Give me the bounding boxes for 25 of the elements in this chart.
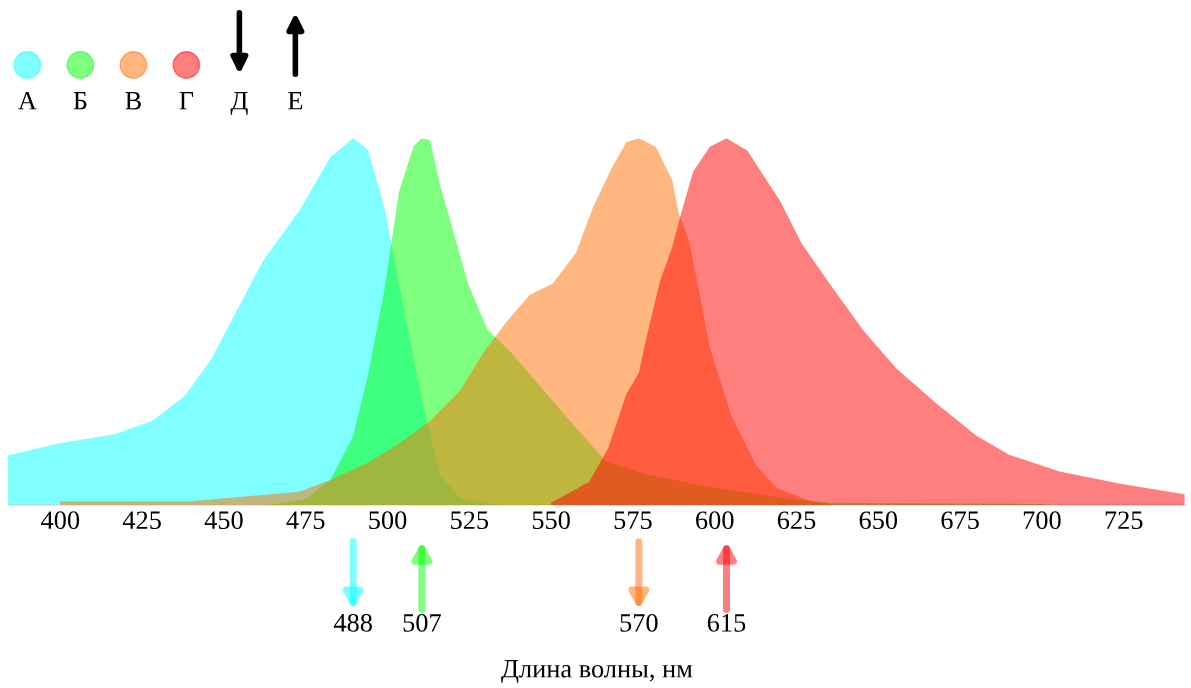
x-tick-label: 575 <box>614 511 652 530</box>
x-tick-label: 725 <box>1105 511 1143 530</box>
text: Е <box>288 92 303 110</box>
x-tick-label: 450 <box>204 511 243 530</box>
text: 488 <box>333 613 372 632</box>
x-tick-label: 675 <box>941 511 979 530</box>
legend-label: В <box>125 92 141 110</box>
x-tick-label: 600 <box>696 511 734 530</box>
x-tick-label: 525 <box>451 511 489 530</box>
x-axis-title: Длина волны, нм <box>501 660 693 683</box>
text: Д <box>230 92 248 115</box>
x-tick-label: 425 <box>122 511 161 530</box>
x-tick-label: 400 <box>41 511 80 530</box>
legend-label: А <box>18 91 37 110</box>
x-tick-label: 550 <box>532 511 570 530</box>
x-tick-label: 500 <box>369 511 407 530</box>
legend-label: Г <box>179 92 194 110</box>
text: 570 <box>620 613 658 632</box>
x-tick-label: 700 <box>1023 511 1061 530</box>
x-tick-label: 650 <box>859 511 898 530</box>
text: 615 <box>707 614 746 632</box>
x-tick-label: 625 <box>777 511 816 530</box>
text: 507 <box>403 613 441 632</box>
x-tick-label: 475 <box>286 511 325 530</box>
legend-label: Б <box>73 92 87 110</box>
